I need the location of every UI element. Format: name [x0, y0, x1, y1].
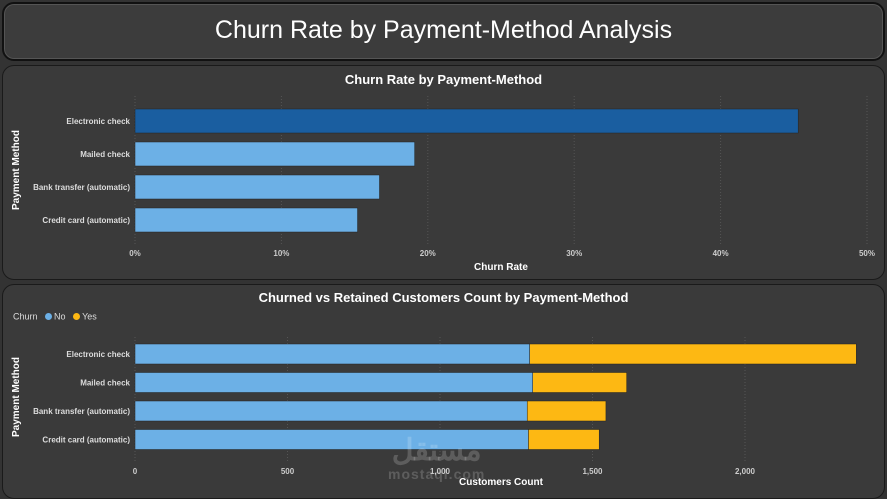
x-tick-label: 40%: [713, 249, 729, 258]
bar: [134, 207, 358, 233]
y-category-label: Electronic check: [66, 117, 130, 126]
x-tick-label: 500: [281, 467, 295, 476]
x-tick-label: 20%: [420, 249, 436, 258]
x-tick-label: 2,000: [735, 467, 756, 476]
bar-segment-no: [134, 400, 528, 422]
bar-segment-no: [134, 372, 533, 393]
watermark-arabic: مستقل: [391, 434, 482, 467]
chart2-legend: Churn No Yes: [13, 311, 97, 322]
customers-count-chart: 0 500 1,000 1,500 2,000 Electronic check Maile…: [11, 337, 857, 488]
bar: [134, 174, 380, 200]
bar-segment-yes: [529, 343, 857, 365]
y-category-label: Credit card (automatic): [42, 216, 130, 225]
chart1-title: Churn Rate by Payment-Method: [344, 72, 543, 87]
legend-no-label: No: [54, 311, 66, 322]
x-tick-label: 0%: [129, 249, 141, 258]
y-category-label: Mailed check: [80, 150, 130, 159]
y-category-label: Bank transfer (automatic): [33, 407, 130, 416]
customers-count-panel: Churned vs Retained Customers Count by P…: [2, 284, 885, 499]
y-category-label: Mailed check: [80, 379, 130, 388]
x-tick-label: 1,500: [582, 467, 603, 476]
bar-segment-no: [134, 343, 530, 365]
bar: [134, 141, 415, 167]
y-category-label: Bank transfer (automatic): [33, 183, 130, 192]
churn-rate-panel: Churn Rate by Payment-Method 0% 10% 20% 30%…: [2, 65, 885, 280]
legend-yes-swatch: [73, 313, 81, 321]
legend-yes-label: Yes: [82, 311, 97, 322]
churn-rate-chart: 0% 10% 20% 30% 40% 50% Electronic check Mailed …: [11, 96, 875, 273]
bar-segment-yes: [528, 429, 600, 450]
bar: [134, 108, 799, 134]
watermark: مستقل mostaql.com: [388, 434, 486, 483]
x-tick-label: 30%: [566, 249, 582, 258]
watermark-latin: mostaql.com: [388, 466, 486, 482]
y-axis-title: Payment Method: [11, 130, 22, 210]
x-tick-label: 0: [133, 467, 138, 476]
dashboard-title-box: Churn Rate by Payment-Method Analysis: [2, 2, 885, 61]
y-category-label: Electronic check: [66, 350, 130, 359]
y-category-label: Credit card (automatic): [42, 436, 130, 445]
x-tick-label: 1,000: [430, 467, 451, 476]
y-axis-title: Payment Method: [11, 357, 22, 437]
x-tick-label: 10%: [273, 249, 289, 258]
x-axis-title: Churn Rate: [474, 262, 528, 273]
x-tick-label: 50%: [859, 249, 875, 258]
dashboard-title: Churn Rate by Payment-Method Analysis: [214, 16, 673, 44]
chart2-title: Churned vs Retained Customers Count by P…: [258, 290, 629, 305]
bar-segment-yes: [532, 372, 627, 393]
legend-title: Churn: [13, 311, 38, 322]
legend-no-swatch: [45, 313, 53, 321]
bar-segment-yes: [526, 400, 607, 422]
x-axis-title: Customers Count: [459, 477, 544, 488]
